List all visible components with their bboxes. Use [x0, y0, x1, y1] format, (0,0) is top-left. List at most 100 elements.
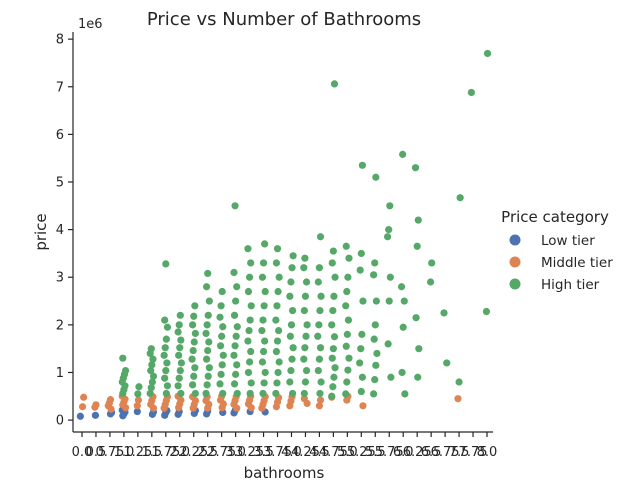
- data-point: [467, 88, 475, 97]
- data-point: [387, 373, 395, 381]
- data-point: [288, 355, 296, 363]
- data-point: [218, 287, 226, 296]
- data-point: [454, 395, 462, 403]
- x-tick-label: 0.75: [95, 445, 124, 460]
- x-tick-label: 6.75: [431, 445, 460, 460]
- y-tick-label: 6: [56, 128, 64, 143]
- data-point: [316, 233, 325, 241]
- data-point: [231, 202, 239, 210]
- data-point: [289, 252, 297, 260]
- data-point: [247, 347, 255, 356]
- data-point: [330, 80, 339, 88]
- data-point: [317, 292, 325, 300]
- data-point: [358, 161, 367, 169]
- x-tick-label: 2.25: [179, 445, 208, 460]
- x-tick-label: 4.0: [281, 445, 302, 460]
- data-point: [232, 370, 240, 378]
- data-point: [177, 359, 186, 367]
- data-point: [274, 287, 282, 296]
- data-point: [329, 306, 337, 315]
- data-point: [288, 389, 297, 398]
- data-point: [121, 366, 130, 375]
- data-point: [230, 351, 238, 359]
- data-point: [147, 345, 155, 353]
- data-point: [146, 389, 154, 398]
- data-point: [189, 321, 197, 329]
- data-point: [233, 389, 241, 398]
- data-point: [76, 412, 84, 420]
- data-point: [300, 264, 308, 272]
- data-point: [317, 378, 325, 386]
- x-tick-label: 5.75: [375, 445, 404, 460]
- data-point: [275, 326, 283, 335]
- x-tick-label: 5.0: [337, 445, 358, 460]
- data-point: [149, 355, 157, 363]
- data-point: [358, 330, 366, 338]
- data-point: [329, 383, 337, 391]
- data-point: [287, 366, 295, 375]
- x-tick-label: 2.0: [169, 445, 190, 460]
- data-point: [133, 402, 141, 410]
- data-point: [314, 332, 322, 340]
- data-point: [399, 323, 407, 331]
- data-point: [330, 373, 338, 381]
- data-point: [342, 302, 350, 310]
- data-point: [315, 264, 324, 272]
- legend: Price category Low tier Middle tier High t…: [501, 208, 613, 293]
- data-point: [315, 321, 323, 329]
- x-tick-label: 0.5: [86, 445, 107, 460]
- data-point: [230, 380, 239, 388]
- data-point: [162, 366, 170, 375]
- x-tick-label: 8.0: [477, 445, 498, 460]
- data-point: [246, 316, 254, 324]
- data-point: [301, 344, 309, 352]
- data-point: [260, 379, 268, 387]
- data-point: [328, 321, 336, 329]
- data-point: [245, 273, 254, 281]
- legend-label: Middle tier: [541, 255, 613, 271]
- data-point: [301, 378, 310, 386]
- data-point: [191, 302, 199, 310]
- data-point: [258, 326, 266, 335]
- data-point: [92, 401, 100, 409]
- data-point: [245, 358, 254, 366]
- x-axis-ticks: 0.00.50.751.01.251.51.752.02.252.52.753.…: [72, 432, 498, 460]
- y-tick-label: 4: [56, 223, 64, 238]
- data-point: [177, 389, 185, 398]
- data-point: [288, 306, 297, 315]
- data-point: [202, 355, 211, 363]
- series-high-tier: [118, 49, 492, 400]
- data-point: [134, 396, 143, 404]
- x-tick-label: 3.5: [253, 445, 274, 460]
- data-point: [272, 347, 281, 356]
- data-point: [148, 378, 156, 386]
- data-point: [244, 245, 252, 253]
- data-point: [288, 264, 296, 272]
- data-point: [163, 359, 171, 367]
- data-point: [357, 249, 365, 258]
- x-tick-label: 3.0: [225, 445, 246, 460]
- data-point: [230, 268, 238, 277]
- data-point: [205, 364, 213, 372]
- data-point: [174, 382, 182, 390]
- data-point: [359, 402, 367, 410]
- data-point: [357, 387, 365, 396]
- data-point: [147, 384, 155, 392]
- data-point: [219, 323, 227, 331]
- data-point: [231, 342, 239, 350]
- data-point: [286, 378, 294, 386]
- data-point: [371, 321, 379, 329]
- data-point: [78, 403, 87, 411]
- data-point: [300, 395, 308, 403]
- data-point: [232, 297, 240, 305]
- data-point: [273, 302, 281, 310]
- data-point: [190, 338, 198, 346]
- data-point: [202, 283, 211, 291]
- data-point: [258, 273, 267, 281]
- data-point: [385, 226, 393, 234]
- data-point: [163, 323, 172, 331]
- data-point: [272, 316, 280, 324]
- x-tick-label: 2.5: [197, 445, 218, 460]
- data-point: [261, 240, 269, 248]
- x-axis-label: bathrooms: [244, 464, 325, 482]
